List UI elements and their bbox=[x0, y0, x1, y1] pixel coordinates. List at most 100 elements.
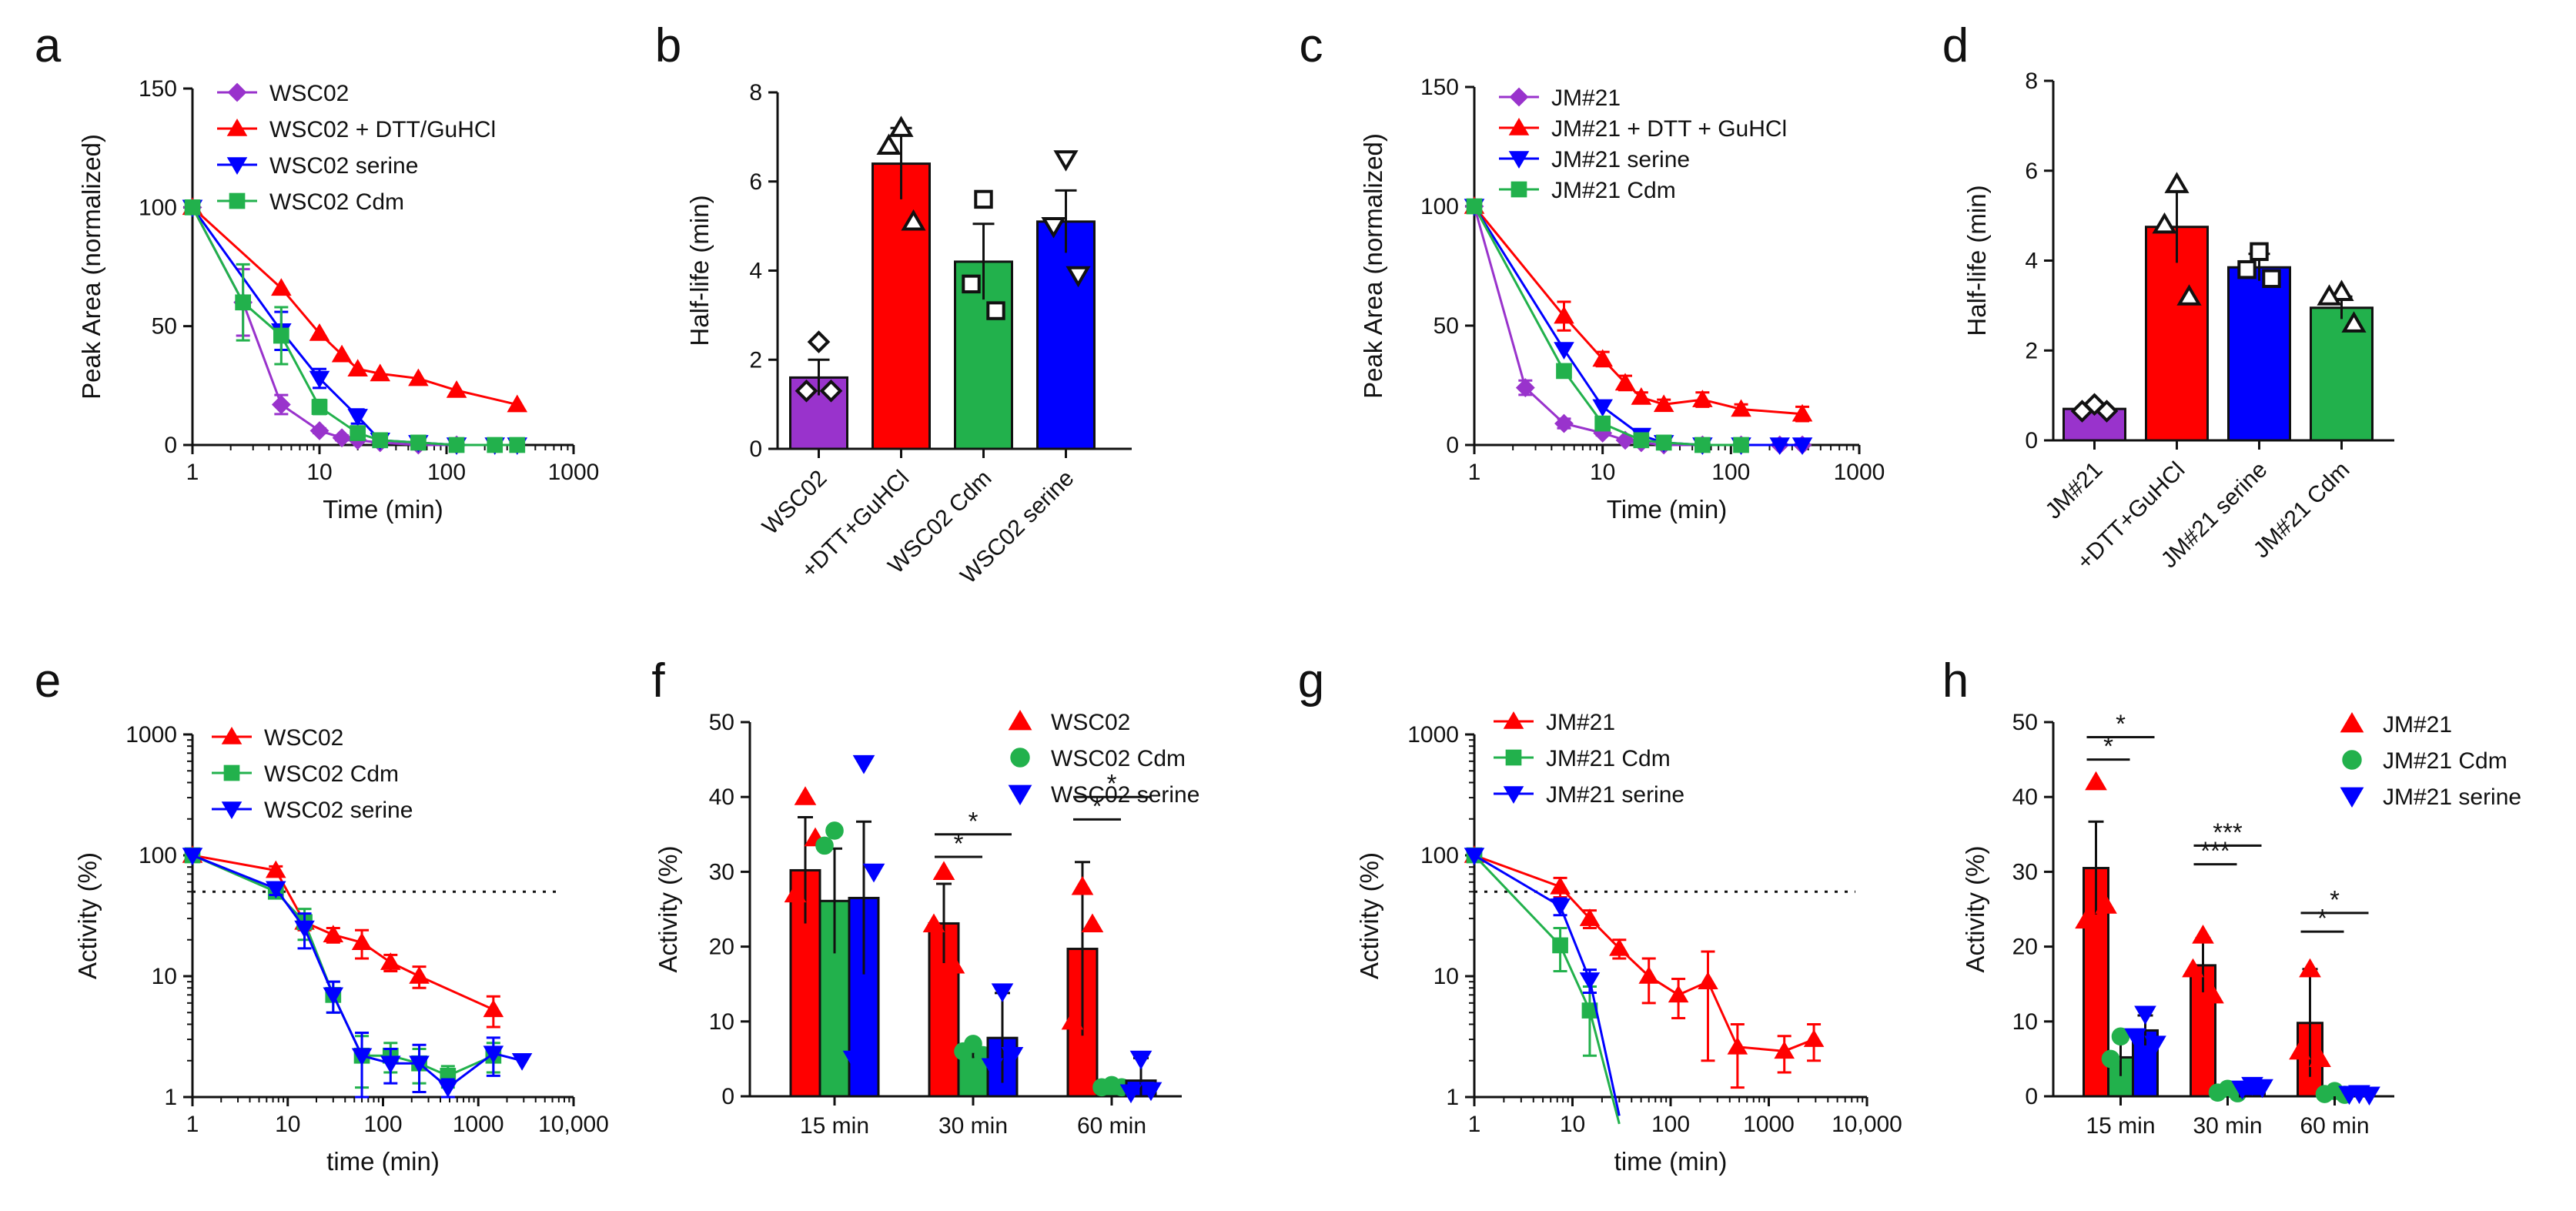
data-point bbox=[309, 421, 330, 440]
replicate-point bbox=[932, 861, 955, 880]
bar bbox=[789, 868, 821, 1098]
legend-label: WSC02 bbox=[269, 81, 349, 106]
legend-label: JM#21 serine bbox=[1551, 147, 1690, 172]
y-tick-label: 8 bbox=[2025, 69, 2038, 94]
replicate-point bbox=[1129, 1050, 1153, 1070]
data-point bbox=[1631, 387, 1652, 405]
replicate-point bbox=[1001, 1046, 1024, 1066]
data-point bbox=[1592, 399, 1613, 417]
legend-marker bbox=[223, 764, 240, 781]
series-jm-21 bbox=[1464, 845, 1825, 1089]
bar-30min-0 bbox=[2182, 925, 2224, 1098]
replicate-point bbox=[795, 379, 818, 403]
replicate-point bbox=[2317, 284, 2342, 306]
replicate-point bbox=[807, 330, 831, 353]
legend: WSC02 WSC02 Cdm WSC02 serine bbox=[212, 725, 413, 823]
y-tick-label: 50 bbox=[709, 710, 734, 735]
data-point bbox=[1791, 437, 1813, 455]
legend-label: WSC02 Cdm bbox=[1051, 746, 1186, 771]
data-point bbox=[487, 437, 503, 453]
series-wsc02-serine bbox=[182, 199, 528, 455]
chart-panel-e: e Activity (%) 1 10 100 1000 10,000 1 10 100 1000 t… bbox=[35, 654, 609, 1176]
y-tick-label: 0 bbox=[749, 437, 762, 462]
legend-label: WSC02 bbox=[264, 725, 343, 751]
y-tick-label: 8 bbox=[749, 80, 762, 105]
significance-markers: **** bbox=[935, 769, 1150, 858]
replicate-point bbox=[784, 883, 807, 903]
data-point bbox=[311, 399, 328, 415]
data-point bbox=[309, 323, 330, 341]
replicate-point bbox=[2289, 1040, 2311, 1060]
x-tick-label: 1 bbox=[1468, 1112, 1481, 1137]
data-point bbox=[323, 987, 344, 1005]
legend-label: JM#21 Cdm bbox=[1546, 746, 1671, 771]
replicate-point bbox=[1139, 1082, 1163, 1102]
data-point bbox=[1727, 1036, 1748, 1055]
series-wsc02-serine bbox=[182, 848, 533, 1099]
panel-letter: e bbox=[35, 654, 61, 708]
y-tick-label: 10 bbox=[709, 1009, 734, 1035]
data-point bbox=[1594, 415, 1611, 432]
legend-label: WSC02 Cdm bbox=[264, 761, 399, 787]
x-tick-label: 100 bbox=[363, 1112, 402, 1137]
legend-marker bbox=[221, 801, 243, 819]
replicate-point bbox=[2309, 1048, 2331, 1067]
y-tick-label: 10 bbox=[152, 964, 177, 989]
replicate-point bbox=[1041, 217, 1066, 239]
data-point bbox=[271, 395, 291, 414]
replicate-point bbox=[1092, 1078, 1111, 1097]
data-point bbox=[1655, 434, 1672, 451]
data-point bbox=[507, 394, 528, 413]
data-point bbox=[409, 1055, 430, 1074]
replicate-point bbox=[1066, 266, 1091, 288]
y-tick-label: 10 bbox=[2012, 1009, 2038, 1035]
bar-30min-2 bbox=[981, 983, 1024, 1098]
y-tick-label: 20 bbox=[2012, 935, 2038, 960]
legend-label: WSC02 Cdm bbox=[269, 189, 404, 215]
data-point bbox=[408, 368, 429, 386]
x-tick-label: 1000 bbox=[453, 1112, 504, 1137]
data-point bbox=[1464, 848, 1485, 865]
data-point bbox=[351, 1048, 373, 1066]
x-tick-label: JM#21 bbox=[2040, 457, 2107, 524]
x-axis-label: time (min) bbox=[326, 1147, 440, 1176]
replicate-point bbox=[2111, 1027, 2130, 1046]
x-tick-label: 10 bbox=[1590, 460, 1615, 485]
bar bbox=[871, 162, 931, 450]
x-tick-label: 1000 bbox=[548, 460, 600, 485]
data-point bbox=[446, 380, 467, 398]
series-line bbox=[192, 854, 494, 1077]
legend-marker bbox=[226, 157, 248, 175]
legend-label: JM#21 bbox=[1546, 710, 1615, 735]
x-tick-label: 60 min bbox=[1077, 1113, 1146, 1139]
significance-label: *** bbox=[2200, 837, 2230, 865]
replicate-point bbox=[1119, 1084, 1142, 1104]
data-point bbox=[1731, 399, 1751, 417]
legend-label: JM#21 bbox=[2383, 712, 2452, 738]
legend-marker bbox=[1008, 710, 1032, 731]
replicate-point bbox=[2299, 958, 2321, 978]
replicate-point bbox=[2202, 984, 2224, 1004]
replicate-point bbox=[901, 209, 926, 231]
data-point bbox=[483, 999, 504, 1018]
replicate-point bbox=[825, 821, 844, 840]
legend-marker bbox=[1509, 87, 1529, 107]
x-tick-label: 100 bbox=[1711, 460, 1750, 485]
data-point bbox=[323, 925, 344, 943]
bar-30min-0 bbox=[922, 861, 965, 1098]
replicate-point bbox=[922, 913, 945, 933]
bar-60min-2 bbox=[2338, 1085, 2380, 1106]
legend-label: WSC02 bbox=[1051, 710, 1130, 735]
legend: JM#21 JM#21 Cdm JM#21 serine bbox=[2340, 712, 2521, 810]
legend-label: JM#21 serine bbox=[1546, 782, 1684, 808]
replicate-point bbox=[2329, 279, 2354, 301]
legend-marker bbox=[1010, 748, 1030, 768]
replicate-point bbox=[2192, 925, 2214, 944]
y-tick-label: 2 bbox=[2025, 338, 2038, 363]
panel-letter: d bbox=[1942, 19, 1969, 72]
chart-panel-h: h Activity (%) 0 10 20 30 40 50 15 min 30 min 60 m… bbox=[1942, 654, 2521, 1139]
y-tick-label: 0 bbox=[1446, 433, 1459, 458]
replicate-point bbox=[2101, 1049, 2120, 1069]
